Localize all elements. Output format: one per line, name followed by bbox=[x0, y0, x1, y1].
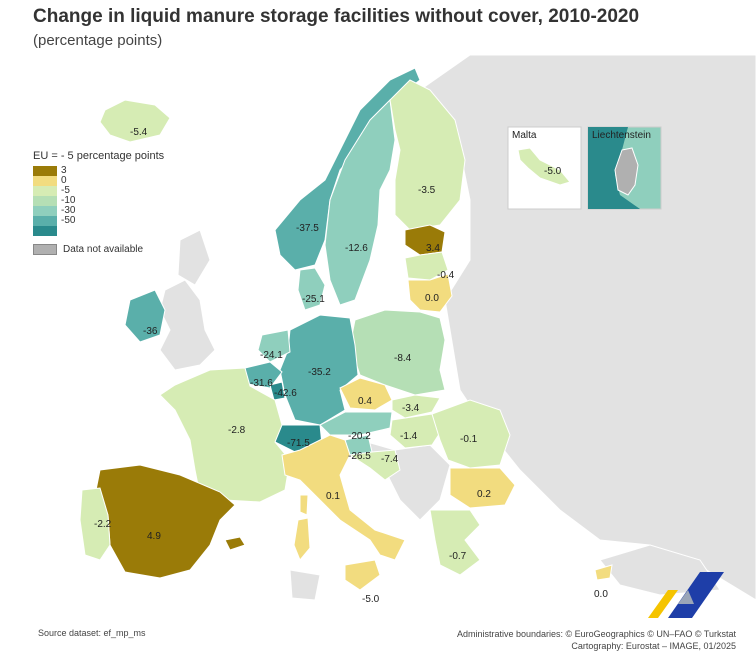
legend-row bbox=[33, 226, 164, 236]
liechtenstein-inset-title: Liechtenstein bbox=[592, 130, 651, 141]
value-labels: -5.4 -3.5 -37.5 -12.6 3.4 -0.4 0.0 -25.1… bbox=[94, 127, 608, 605]
legend-row: -10 bbox=[33, 196, 164, 206]
region-ireland bbox=[124, 289, 166, 343]
legend-label: -5 bbox=[61, 185, 70, 196]
malta-inset-title: Malta bbox=[512, 130, 537, 141]
value-label: -12.6 bbox=[345, 243, 368, 254]
region-sardinia bbox=[293, 517, 311, 561]
value-label: -2.8 bbox=[228, 425, 246, 436]
region-romania bbox=[431, 399, 511, 469]
liechtenstein-inset: Liechtenstein bbox=[587, 126, 662, 210]
legend-label: -50 bbox=[61, 215, 76, 226]
region-finland bbox=[389, 79, 466, 231]
value-label: -42.6 bbox=[274, 388, 297, 399]
value-label: 0.4 bbox=[358, 396, 372, 407]
legend-swatch bbox=[33, 166, 57, 176]
value-label: -35.2 bbox=[308, 367, 331, 378]
region-france bbox=[159, 367, 291, 503]
region-liechtenstein bbox=[614, 147, 639, 196]
legend-classes: 3 0 -5 -10 -30 -50 bbox=[33, 166, 164, 236]
legend-row: 3 bbox=[33, 166, 164, 176]
credits: Administrative boundaries: © EuroGeograp… bbox=[457, 628, 736, 652]
value-label: 3.4 bbox=[426, 243, 440, 254]
value-label: -5.0 bbox=[544, 166, 562, 177]
region-iceland bbox=[99, 99, 171, 143]
legend-label: 0 bbox=[61, 175, 67, 186]
region-luxembourg bbox=[269, 381, 286, 401]
cartography-credit: Cartography: Eurostat – IMAGE, 01/2025 bbox=[571, 641, 736, 651]
legend-row: 0 bbox=[33, 176, 164, 186]
legend-swatch bbox=[33, 216, 57, 226]
value-label: -5.4 bbox=[130, 127, 148, 138]
region-corsica bbox=[299, 494, 309, 516]
region-sweden bbox=[324, 98, 396, 306]
legend-na-row: Data not available bbox=[33, 244, 164, 256]
legend-row: -50 bbox=[33, 216, 164, 226]
legend: EU = - 5 percentage points 3 0 -5 -10 -3… bbox=[33, 150, 164, 256]
value-label: -3.5 bbox=[418, 185, 436, 196]
value-label: -20.2 bbox=[348, 431, 371, 442]
region-malta bbox=[517, 147, 571, 186]
region-denmark bbox=[297, 267, 326, 311]
value-label: -8.4 bbox=[394, 353, 412, 364]
value-label: -7.4 bbox=[381, 454, 399, 465]
value-label: 0.2 bbox=[477, 489, 491, 500]
legend-row: -5 bbox=[33, 186, 164, 196]
eurostat-logo bbox=[648, 572, 724, 618]
region-balearics bbox=[224, 536, 246, 551]
region-italy bbox=[281, 434, 406, 561]
legend-na-label: Data not available bbox=[63, 244, 144, 255]
value-label: -37.5 bbox=[296, 223, 319, 234]
region-greece bbox=[429, 509, 481, 576]
non-eu-land bbox=[159, 54, 756, 601]
region-slovakia bbox=[391, 394, 441, 419]
value-label: -36 bbox=[143, 326, 158, 337]
legend-label: -10 bbox=[61, 195, 76, 206]
value-label: -2.2 bbox=[94, 519, 112, 530]
map-subtitle: (percentage points) bbox=[33, 32, 163, 49]
value-label: -1.4 bbox=[400, 431, 418, 442]
legend-na-swatch bbox=[33, 244, 57, 255]
value-label: -25.1 bbox=[302, 294, 325, 305]
region-bulgaria bbox=[449, 467, 516, 509]
region-latvia bbox=[404, 251, 449, 281]
value-label: 0.1 bbox=[326, 491, 340, 502]
value-label: -3.4 bbox=[402, 403, 420, 414]
value-label: -0.7 bbox=[449, 551, 467, 562]
region-portugal bbox=[79, 487, 111, 561]
map-title: Change in liquid manure storage faciliti… bbox=[33, 6, 640, 27]
value-label: -31.6 bbox=[250, 378, 273, 389]
region-netherlands bbox=[257, 329, 291, 363]
value-label: -26.5 bbox=[348, 451, 371, 462]
value-label: 0.0 bbox=[425, 293, 439, 304]
malta-inset: Malta bbox=[507, 126, 582, 210]
value-label: -5.0 bbox=[362, 594, 380, 605]
legend-row: -30 bbox=[33, 206, 164, 216]
value-label: -71.5 bbox=[287, 438, 310, 449]
legend-title: EU = - 5 percentage points bbox=[33, 150, 165, 162]
legend-label: 3 bbox=[61, 165, 67, 176]
value-label: 4.9 bbox=[147, 531, 161, 542]
value-label: -24.1 bbox=[260, 350, 283, 361]
legend-label: -30 bbox=[61, 205, 76, 216]
legend-swatch bbox=[33, 226, 57, 236]
region-austria bbox=[319, 411, 393, 436]
region-poland bbox=[349, 309, 446, 396]
region-cyprus bbox=[594, 564, 613, 581]
legend-swatch bbox=[33, 206, 57, 216]
value-label: -0.4 bbox=[437, 270, 455, 281]
boundaries-credit: Administrative boundaries: © EuroGeograp… bbox=[456, 629, 736, 639]
legend-swatch bbox=[33, 196, 57, 206]
region-lithuania bbox=[407, 273, 453, 313]
legend-swatch bbox=[33, 186, 57, 196]
legend-swatch bbox=[33, 176, 57, 186]
region-croatia bbox=[348, 449, 401, 481]
source-note: Source dataset: ef_mp_ms bbox=[38, 628, 146, 638]
value-label: -0.1 bbox=[460, 434, 478, 445]
value-label: 0.0 bbox=[594, 589, 608, 600]
region-sicily bbox=[344, 559, 381, 591]
eu-countries bbox=[79, 67, 613, 591]
